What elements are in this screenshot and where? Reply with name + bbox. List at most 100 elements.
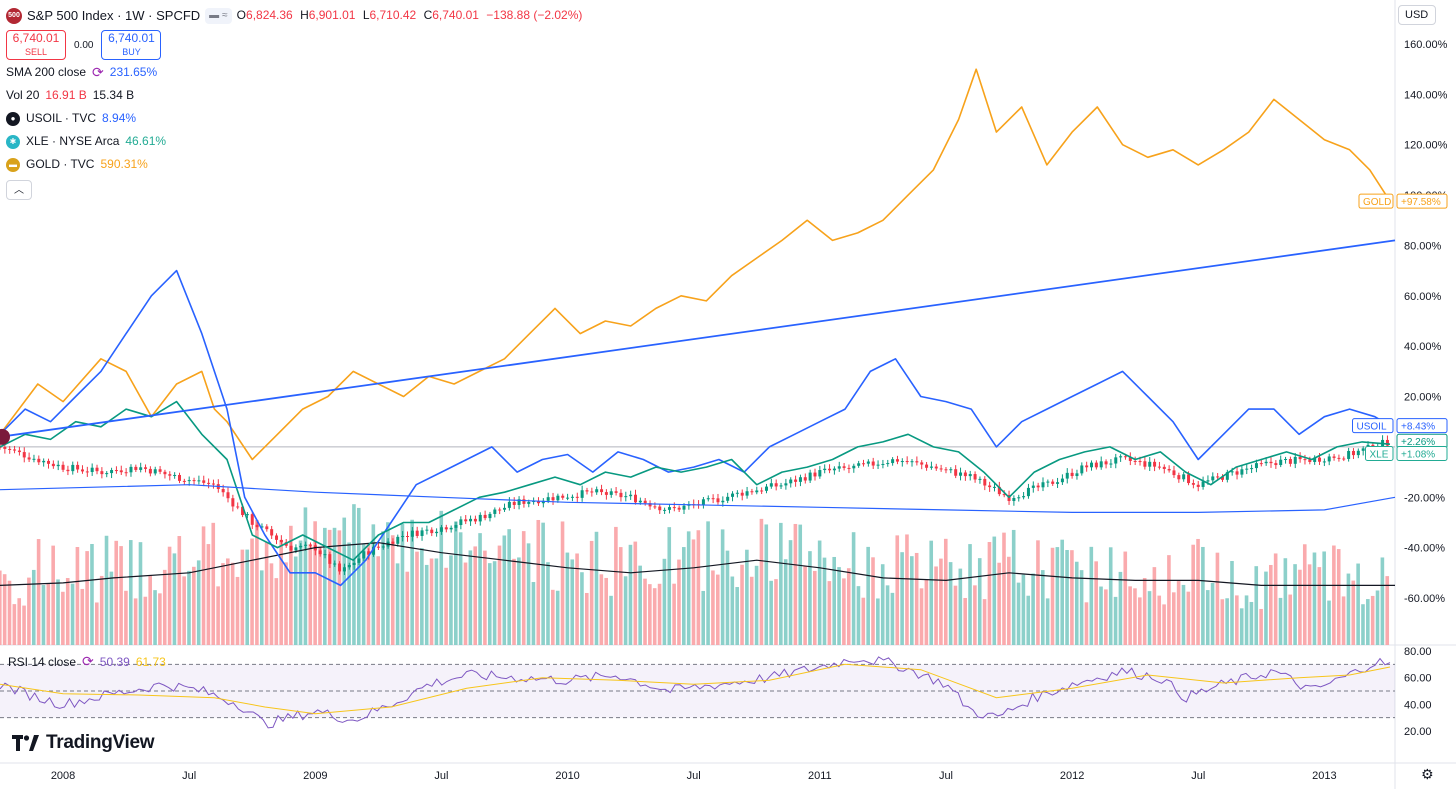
volume-bar — [1312, 552, 1317, 645]
buy-button[interactable]: 6,740.01 BUY — [101, 30, 162, 60]
candle-body — [852, 465, 856, 469]
candle-body — [813, 472, 817, 477]
volume-bars — [0, 504, 1390, 645]
usoil-end-label-name-box — [1352, 418, 1394, 434]
candle-body — [925, 464, 929, 468]
volume-bar — [769, 580, 773, 645]
settings-gear-icon[interactable]: ⚙ — [1421, 766, 1434, 782]
sell-button[interactable]: 6,740.01 SELL — [6, 30, 66, 60]
candle-body — [1157, 466, 1161, 468]
candle-body — [318, 550, 322, 555]
volume-bar — [1366, 599, 1370, 645]
volume-bar — [512, 558, 516, 645]
candle-body — [629, 494, 633, 497]
compare-usoil[interactable]: ● USOIL · TVC 8.94% — [6, 107, 582, 130]
candle-body — [299, 545, 303, 548]
candle-body — [721, 500, 725, 503]
candle-body — [857, 463, 861, 466]
candle-body — [983, 478, 987, 486]
volume-bar — [487, 563, 492, 645]
candle-body — [1104, 461, 1108, 465]
volume-bar — [356, 507, 361, 645]
volume-bar — [968, 544, 972, 645]
candle-body — [376, 546, 380, 548]
rsi-legend[interactable]: RSI 14 close ⟳ 50.39 61.73 — [8, 653, 166, 669]
candle-body — [934, 466, 938, 469]
volume-bar — [808, 551, 812, 645]
currency-selector[interactable]: USD — [1398, 5, 1436, 25]
compare-toggle[interactable]: ▬ ≈ — [205, 7, 232, 24]
candle-body — [1313, 457, 1317, 462]
volume-bar — [1021, 574, 1026, 645]
volume-bar — [1118, 571, 1123, 645]
volume-bar — [803, 566, 807, 645]
candle-body — [871, 461, 875, 466]
candle-body — [260, 526, 264, 528]
volume-bar — [594, 531, 599, 645]
candle-body — [459, 519, 463, 526]
y-tick-label: -60.00% — [1404, 593, 1445, 605]
y-tick-label: -40.00% — [1404, 543, 1445, 555]
volume-bar — [900, 552, 904, 645]
candle-body — [944, 469, 948, 471]
volume-bar — [1079, 570, 1084, 645]
candle-body — [289, 545, 293, 551]
volume-bar — [720, 529, 725, 645]
volume-bar — [832, 556, 836, 645]
candle-body — [76, 464, 80, 470]
candle-body — [1240, 469, 1244, 475]
candle-body — [1138, 461, 1142, 463]
volume-bar — [919, 588, 924, 645]
candle-body — [493, 509, 497, 514]
candle-body — [609, 491, 613, 495]
volume-bar — [259, 570, 264, 645]
candle-body — [241, 506, 245, 516]
volume-bar — [332, 527, 337, 645]
indicator-volume[interactable]: Vol 20 16.91 B 15.34 B — [6, 88, 135, 102]
candle-body — [439, 527, 443, 532]
candle-body — [954, 469, 958, 476]
volume-bar — [939, 558, 943, 645]
volume-bar — [1220, 599, 1225, 645]
indicator-sma[interactable]: SMA 200 close ⟳ 231.65% — [6, 64, 158, 80]
volume-bar — [17, 598, 22, 645]
candle-body — [279, 539, 283, 543]
volume-bar — [1050, 547, 1055, 645]
candle-body — [789, 479, 793, 484]
volume-bar — [1385, 576, 1390, 645]
volume-bar — [1244, 595, 1249, 645]
candle-body — [469, 518, 473, 522]
candle-body — [866, 461, 870, 464]
candle-body — [1036, 485, 1040, 488]
compare-gold[interactable]: ▬ GOLD · TVC 590.31% — [6, 153, 582, 176]
volume-bar — [308, 544, 313, 645]
tradingview-logo[interactable]: TradingView — [12, 732, 155, 754]
candle-body — [731, 493, 735, 497]
collapse-legend-button[interactable]: ︿ — [6, 180, 32, 200]
volume-bar — [575, 553, 579, 645]
rsi-y-tick-label: 20.00 — [1404, 726, 1432, 738]
candle-body — [90, 467, 94, 473]
candle-body — [667, 507, 671, 510]
volume-bar — [347, 542, 351, 645]
volume-bar — [483, 550, 487, 645]
volume-bar — [400, 523, 405, 645]
candle-body — [275, 535, 279, 540]
candle-body — [677, 507, 681, 510]
candle-body — [503, 507, 507, 510]
candle-body — [144, 467, 148, 469]
volume-bar — [1104, 589, 1108, 645]
candle-body — [862, 463, 866, 465]
volume-bar — [1060, 539, 1065, 645]
volume-bar — [1152, 567, 1157, 645]
y-tick-label: 60.00% — [1404, 291, 1442, 303]
volume-bar — [293, 556, 298, 645]
candle-body — [634, 494, 638, 503]
compare-xle[interactable]: ✱ XLE · NYSE Arca 46.61% — [6, 130, 582, 153]
candle-body — [1143, 461, 1147, 467]
symbol-title[interactable]: S&P 500 Index · 1W · SPCFD — [27, 8, 201, 23]
candle-body — [1026, 487, 1030, 497]
volume-bar — [1375, 590, 1380, 645]
candle-body — [37, 458, 41, 463]
